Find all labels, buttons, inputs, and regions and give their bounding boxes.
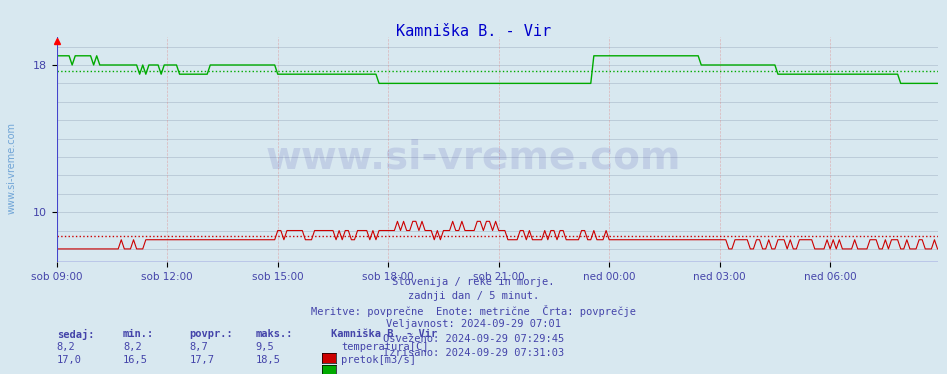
Text: 16,5: 16,5 <box>123 355 148 365</box>
Text: Veljavnost: 2024-09-29 07:01: Veljavnost: 2024-09-29 07:01 <box>386 319 561 329</box>
Text: Osveženo: 2024-09-29 07:29:45: Osveženo: 2024-09-29 07:29:45 <box>383 334 564 344</box>
Text: 8,2: 8,2 <box>123 342 142 352</box>
Text: 17,7: 17,7 <box>189 355 214 365</box>
Text: Kamniška B. - Vir: Kamniška B. - Vir <box>331 329 438 339</box>
Text: min.:: min.: <box>123 329 154 339</box>
Text: 17,0: 17,0 <box>57 355 81 365</box>
Text: sedaj:: sedaj: <box>57 329 95 340</box>
Text: Slovenija / reke in morje.: Slovenija / reke in morje. <box>392 277 555 287</box>
Text: www.si-vreme.com: www.si-vreme.com <box>7 122 16 214</box>
Text: povpr.:: povpr.: <box>189 329 233 339</box>
Text: Meritve: povprečne  Enote: metrične  Črta: povprečje: Meritve: povprečne Enote: metrične Črta:… <box>311 305 636 317</box>
Text: 9,5: 9,5 <box>256 342 275 352</box>
Text: www.si-vreme.com: www.si-vreme.com <box>266 138 681 176</box>
Text: pretok[m3/s]: pretok[m3/s] <box>341 355 416 365</box>
Text: 8,2: 8,2 <box>57 342 76 352</box>
Text: 18,5: 18,5 <box>256 355 280 365</box>
Text: temperatura[C]: temperatura[C] <box>341 342 428 352</box>
Text: maks.:: maks.: <box>256 329 294 339</box>
Text: zadnji dan / 5 minut.: zadnji dan / 5 minut. <box>408 291 539 301</box>
Text: 8,7: 8,7 <box>189 342 208 352</box>
Text: Kamniška B. - Vir: Kamniška B. - Vir <box>396 24 551 39</box>
Text: Izrisano: 2024-09-29 07:31:03: Izrisano: 2024-09-29 07:31:03 <box>383 348 564 358</box>
